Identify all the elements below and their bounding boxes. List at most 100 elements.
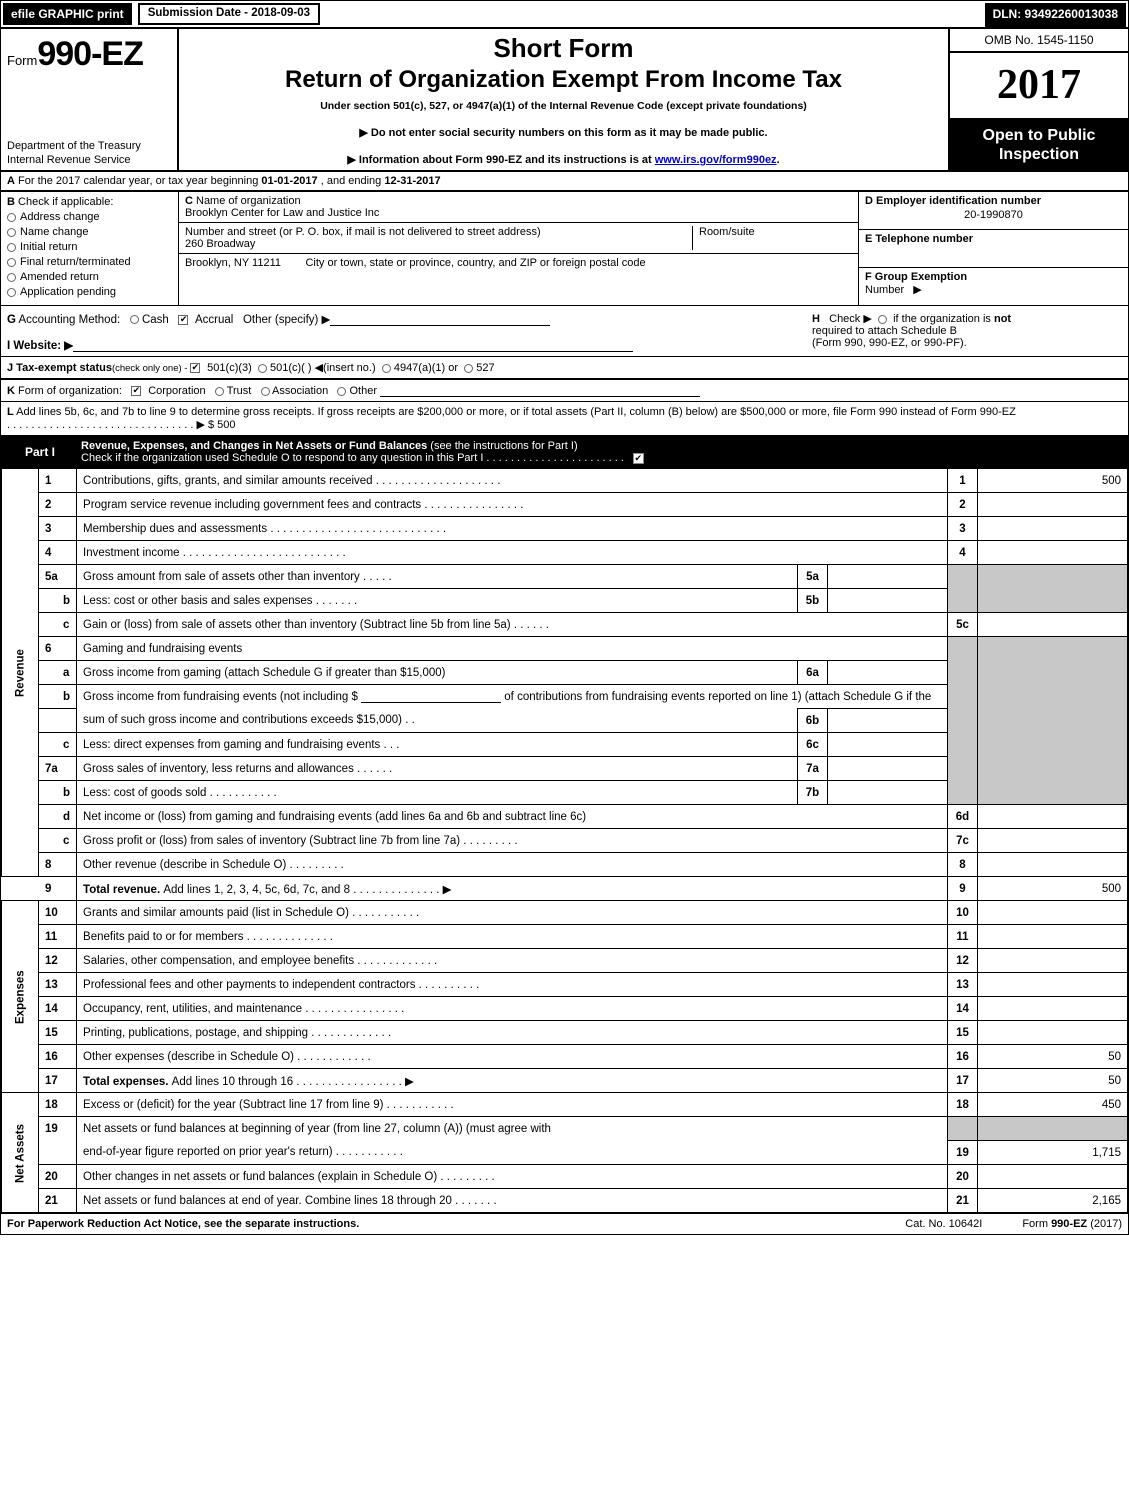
accrual-label: Accrual (195, 314, 233, 326)
line-2-val (978, 493, 1128, 517)
schedule-o-checkbox[interactable] (633, 453, 644, 464)
under-section-text: Under section 501(c), 527, or 4947(a)(1)… (187, 100, 940, 112)
part-i-title-bold: Revenue, Expenses, and Changes in Net As… (81, 440, 427, 452)
j-501c-radio[interactable] (258, 364, 267, 373)
b-check-label: Check if applicable: (15, 196, 113, 208)
address-change-label: Address change (20, 211, 100, 223)
accrual-checkbox[interactable] (178, 315, 188, 325)
line-7c-num: c (39, 829, 77, 853)
k-assoc-radio[interactable] (261, 387, 270, 396)
k-other-radio[interactable] (337, 387, 346, 396)
k-trust-radio[interactable] (215, 387, 224, 396)
return-title: Return of Organization Exempt From Incom… (187, 66, 940, 94)
empty-num (39, 709, 77, 733)
line-9-bold: Total revenue. (83, 884, 163, 896)
line-21-desc: Net assets or fund balances at end of ye… (77, 1189, 948, 1213)
line-1-val: 500 (978, 469, 1128, 493)
j-501c3-checkbox[interactable] (190, 363, 200, 373)
line-6b-d2: of contributions from fundraising events… (501, 691, 931, 703)
accounting-method-label: Accounting Method: (16, 314, 120, 326)
final-return-radio[interactable] (7, 258, 16, 267)
line-11-val (978, 925, 1128, 949)
line-13-val (978, 973, 1128, 997)
table-row: 2 Program service revenue including gove… (2, 493, 1128, 517)
cash-radio[interactable] (130, 315, 139, 324)
part-i-check-line: Check if the organization used Schedule … (81, 452, 624, 464)
k-corp-checkbox[interactable] (131, 386, 141, 396)
line-12-val (978, 949, 1128, 973)
j-suffix: (check only one) - (112, 363, 190, 374)
line-11-desc: Benefits paid to or for members . . . . … (77, 925, 948, 949)
form-ref-suf: (2017) (1087, 1218, 1122, 1230)
dln-label: DLN: 93492260013038 (985, 3, 1126, 27)
form-ref-bold: 990-EZ (1051, 1218, 1087, 1230)
ghi-block: G Accounting Method: Cash Accrual Other … (1, 306, 1128, 379)
label-g: G (7, 314, 16, 326)
line-11-rn: 11 (948, 925, 978, 949)
line-7a-desc: Gross sales of inventory, less returns a… (77, 757, 798, 781)
line-5a-in: 5a (798, 565, 828, 589)
org-name: Brooklyn Center for Law and Justice Inc (185, 207, 379, 219)
table-row: 8 Other revenue (describe in Schedule O)… (2, 853, 1128, 877)
line-6-num: 6 (39, 637, 77, 661)
initial-return-radio[interactable] (7, 243, 16, 252)
form-number-box: Form990-EZ Department of the Treasury In… (1, 29, 179, 170)
efile-print-button[interactable]: efile GRAPHIC print (3, 3, 132, 25)
line-1-num: 1 (39, 469, 77, 493)
label-h: H (812, 313, 820, 325)
line-5c-val (978, 613, 1128, 637)
j-527-radio[interactable] (464, 364, 473, 373)
table-row: end-of-year figure reported on prior yea… (2, 1141, 1128, 1165)
line-6a-num: a (39, 661, 77, 685)
line-10-rn: 10 (948, 901, 978, 925)
table-row: 11 Benefits paid to or for members . . .… (2, 925, 1128, 949)
f-number-label: Number (865, 284, 904, 296)
line-17-val: 50 (978, 1069, 1128, 1093)
h-radio[interactable] (878, 315, 887, 324)
line-6b-amount-field[interactable] (361, 690, 501, 703)
k-other: Other (349, 385, 377, 397)
name-change-radio[interactable] (7, 228, 16, 237)
line-15-desc: Printing, publications, postage, and shi… (77, 1021, 948, 1045)
website-field[interactable] (73, 339, 633, 352)
grey-cell (948, 1117, 978, 1141)
form-header: Form990-EZ Department of the Treasury In… (1, 29, 1128, 172)
form-990ez-page: efile GRAPHIC print Submission Date - 20… (0, 0, 1129, 1235)
app-pending-radio[interactable] (7, 288, 16, 297)
amended-return-radio[interactable] (7, 273, 16, 282)
other-specify-field[interactable] (330, 313, 550, 326)
j-4947-radio[interactable] (382, 364, 391, 373)
line-10-val (978, 901, 1128, 925)
line-13-num: 13 (39, 973, 77, 997)
line-18-val: 450 (978, 1093, 1128, 1117)
amended-return-label: Amended return (20, 271, 99, 283)
line-19-num: 19 (39, 1117, 77, 1141)
line-13-desc: Professional fees and other payments to … (77, 973, 948, 997)
line-4-val (978, 541, 1128, 565)
line-7b-desc: Less: cost of goods sold . . . . . . . .… (77, 781, 798, 805)
line-20-desc: Other changes in net assets or fund bala… (77, 1165, 948, 1189)
address-change-radio[interactable] (7, 213, 16, 222)
empty-num (39, 1141, 77, 1165)
j-4947: 4947(a)(1) or (394, 362, 458, 374)
line-9-num: 9 (39, 877, 77, 901)
line-9-rn: 9 (948, 877, 978, 901)
part-i-title-rest: (see the instructions for Part I) (427, 440, 577, 452)
grey-cell (948, 637, 978, 805)
line-14-num: 14 (39, 997, 77, 1021)
line-5c-rn: 5c (948, 613, 978, 637)
line-11-num: 11 (39, 925, 77, 949)
k-other-field[interactable] (380, 384, 700, 397)
revenue-side-label: Revenue (2, 469, 39, 877)
top-bar: efile GRAPHIC print Submission Date - 20… (1, 1, 1128, 29)
info-prefix: ▶ Information about Form 990-EZ and its … (347, 154, 654, 166)
line-19b-desc: end-of-year figure reported on prior yea… (77, 1141, 948, 1165)
h-text3: required to attach Schedule B (812, 325, 957, 337)
irs-form-link[interactable]: www.irs.gov/form990ez (655, 154, 777, 166)
open-public-l2: Inspection (954, 145, 1124, 164)
line-13-rn: 13 (948, 973, 978, 997)
label-l: L (7, 406, 14, 418)
table-row: 13 Professional fees and other payments … (2, 973, 1128, 997)
table-row: 14 Occupancy, rent, utilities, and maint… (2, 997, 1128, 1021)
line-7a-in: 7a (798, 757, 828, 781)
